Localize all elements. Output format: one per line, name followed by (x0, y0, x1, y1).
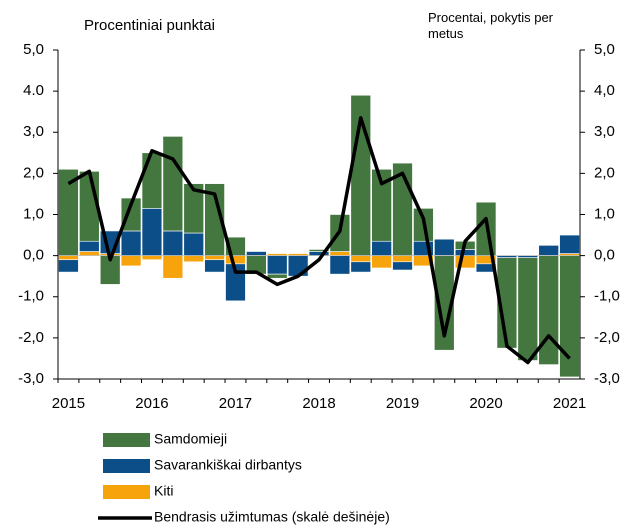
y-tick-label: 5,0 (23, 41, 44, 58)
y2-tick-label: -2,0 (594, 329, 620, 346)
bar (392, 261, 413, 271)
bar (120, 230, 142, 256)
line (67, 116, 571, 365)
y2-tick-label: 4,0 (594, 82, 615, 99)
left-axis-label: Procentiniai punktai (84, 17, 215, 34)
bar (79, 240, 100, 252)
y-tick-label: -3,0 (18, 370, 44, 387)
bar (559, 255, 580, 378)
bar (371, 168, 392, 242)
bar (120, 197, 142, 232)
bar (183, 255, 204, 263)
x-tick-label: 2018 (302, 395, 335, 412)
bar (538, 245, 559, 256)
y2-tick-label: 2,0 (594, 164, 615, 181)
x-tick-label: 2015 (52, 395, 85, 412)
bar (58, 259, 79, 273)
y-tick-label: 0,0 (23, 247, 44, 264)
bar (58, 255, 79, 261)
bar (392, 255, 413, 263)
bar (141, 208, 163, 256)
y-tick-label: 4.0 (23, 82, 44, 99)
bar (162, 136, 184, 232)
bar (329, 255, 351, 275)
bar (350, 261, 372, 273)
bar (183, 232, 204, 256)
bar (141, 152, 163, 209)
legend-label: Savarankiškai dirbantys (154, 457, 302, 473)
y2-tick-label: -3,0 (594, 370, 620, 387)
right-axis-label: Procentai, pokytis per metus (428, 10, 554, 41)
bar (162, 255, 184, 279)
x-tick-label: 2019 (386, 395, 419, 412)
bar (371, 255, 392, 269)
y2-tick-label: -1,0 (594, 288, 620, 305)
y-tick-label: -2,0 (18, 329, 44, 346)
y-tick-label: -1,0 (18, 288, 44, 305)
bar (141, 255, 163, 261)
bar (204, 259, 225, 273)
bar (454, 249, 476, 256)
x-tick-label: 2021 (553, 395, 586, 412)
y2-tick-label: 3,0 (594, 123, 615, 140)
bar (371, 240, 392, 256)
x-tick-label: 2016 (135, 395, 168, 412)
legend-swatch (103, 459, 150, 473)
legend-label: Samdomieji (154, 431, 227, 447)
bar (162, 230, 184, 256)
bar (79, 251, 100, 256)
bar (517, 257, 539, 361)
bar (246, 251, 267, 256)
y-tick-label: 3,0 (23, 123, 44, 140)
bar (183, 183, 204, 234)
x-tick-label: 2020 (469, 395, 502, 412)
bar (204, 255, 225, 261)
bar (225, 255, 246, 265)
bar (266, 273, 288, 279)
legend-label: Kiti (154, 483, 173, 499)
bar (266, 255, 288, 275)
legend-label: Bendrasis užimtumas (skalė dešinėje) (154, 509, 390, 525)
bar (329, 251, 351, 256)
legend-swatch (103, 433, 150, 447)
y2-tick-label: 5,0 (594, 41, 615, 58)
bar (538, 255, 559, 365)
bar (350, 255, 372, 263)
bar (434, 238, 455, 256)
y-tick-label: 2,0 (23, 164, 44, 181)
y-tick-label: 1,0 (23, 205, 44, 222)
bar (308, 249, 330, 252)
legend-swatch (103, 485, 150, 499)
x-tick-label: 2017 (219, 395, 252, 412)
bar (559, 234, 580, 254)
bar (475, 263, 497, 273)
bar (287, 255, 309, 277)
y2-tick-label: 1,0 (594, 205, 615, 222)
y2-tick-label: 0,0 (594, 247, 615, 264)
bar (120, 255, 142, 267)
